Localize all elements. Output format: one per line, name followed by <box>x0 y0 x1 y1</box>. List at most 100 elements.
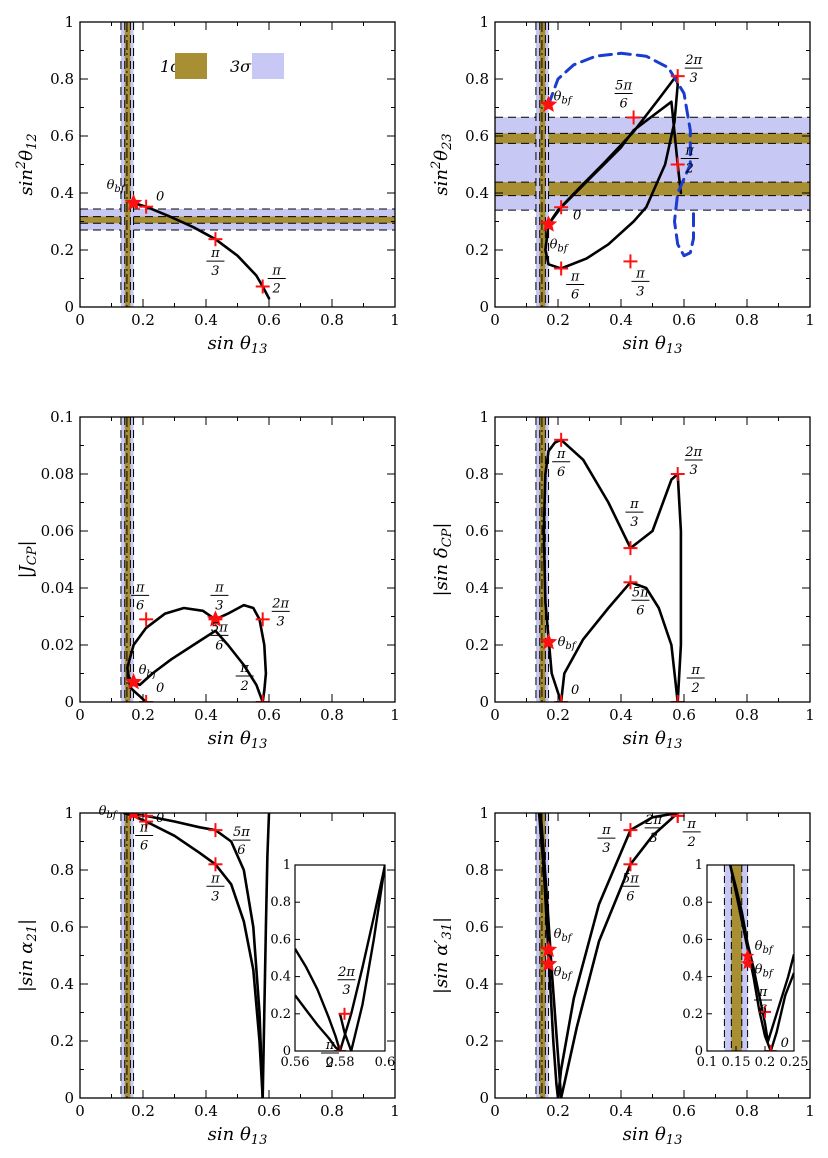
inset-x-tick-label: 0.56 <box>281 1055 310 1070</box>
x-tick-label: 0.4 <box>609 311 633 329</box>
annotation-label: 6 <box>215 638 223 653</box>
y-tick-label: 0.8 <box>465 70 489 88</box>
annotation-label: 3 <box>650 831 658 846</box>
annotation-label: 5π <box>615 78 632 93</box>
x-tick-label: 0.6 <box>257 706 281 724</box>
x-tick-label: 0.8 <box>320 1102 344 1120</box>
annotation-label: π <box>139 821 149 836</box>
annotation-label: 0 <box>573 208 581 223</box>
inset-curve <box>295 865 385 1051</box>
y-tick-label: 1 <box>479 804 489 822</box>
y-tick-label: 0 <box>64 298 74 316</box>
x-tick-label: 0 <box>75 1102 85 1120</box>
annotation-label: θbf <box>554 90 574 107</box>
x-tick-label: 0 <box>75 311 85 329</box>
inset-y-tick-label: 0 <box>283 1044 291 1059</box>
annotation-label: 6 <box>237 843 245 858</box>
y-axis-label: sin2θ12 <box>14 133 40 195</box>
annotation-label: 2π <box>644 813 662 828</box>
bestfit-star-marker <box>539 954 558 972</box>
x-tick-label: 1 <box>805 311 815 329</box>
y-tick-label: 0.6 <box>50 918 74 936</box>
x-axis-label: sin θ13 <box>623 1124 683 1148</box>
panel-p6: θbf θbf π 3 5π 6 2π 3 π 2 0 0.2 0.4 0.6 0.8 1 0 0.2 0.4 0.6… <box>431 804 815 1148</box>
inset-x-tick-label: 0.2 <box>755 1055 776 1070</box>
annotation-label: 3 <box>630 515 638 530</box>
x-axis-label: sin θ13 <box>208 333 268 357</box>
inset-y-tick-label: 1 <box>695 858 703 873</box>
bestfit-star-marker <box>539 940 558 958</box>
y-tick-label: 0.2 <box>50 241 74 259</box>
annotation-label: θbf <box>107 178 127 195</box>
annotation-label: θbf <box>99 804 119 821</box>
annotation-label: π <box>135 580 145 595</box>
annotation-label: 0 <box>156 681 164 696</box>
x-axis-label: sin θ13 <box>208 728 268 752</box>
y-tick-label: 0.02 <box>41 636 74 654</box>
annotation-label: 3 <box>211 889 219 904</box>
y-axis-label: |JCP| <box>16 540 40 578</box>
curve-loop <box>126 603 268 702</box>
annotation-label: 6 <box>571 288 579 303</box>
x-tick-label: 0.8 <box>320 311 344 329</box>
annotation-label: π <box>758 985 768 1000</box>
x-tick-label: 0.2 <box>131 311 155 329</box>
annotation-label: π <box>271 263 281 278</box>
y-tick-label: 0 <box>64 1089 74 1107</box>
bestfit-star-marker <box>124 672 143 690</box>
annotation-label: θbf <box>139 663 159 680</box>
annotation-label: π <box>325 1038 335 1053</box>
annotation-label: π <box>629 497 639 512</box>
y-tick-label: 0 <box>64 693 74 711</box>
annotation-label: 2 <box>691 681 700 696</box>
x-tick-label: 0.8 <box>735 311 759 329</box>
x-tick-label: 0.4 <box>194 311 218 329</box>
annotation-label: 3 <box>602 841 610 856</box>
x-tick-label: 0.8 <box>735 1102 759 1120</box>
plot-area <box>80 22 395 307</box>
inset-y-tick-label: 0.4 <box>270 970 291 985</box>
annotation-label: 6 <box>636 603 644 618</box>
x-tick-label: 0.4 <box>194 1102 218 1120</box>
annotation-label: θbf <box>550 237 570 254</box>
annotation-label: π <box>686 817 696 832</box>
y-tick-label: 0.1 <box>50 408 74 426</box>
annotation-label: π <box>556 447 566 462</box>
x-tick-label: 0.8 <box>320 706 344 724</box>
x-axis-label: sin θ13 <box>623 333 683 357</box>
annotation-label: 6 <box>759 1003 767 1018</box>
x-tick-label: 0 <box>490 1102 500 1120</box>
inset-y-tick-label: 1 <box>283 858 291 873</box>
inset-x-tick-label: 0.58 <box>326 1055 355 1070</box>
annotation-label: θbf <box>755 963 775 980</box>
annotation-label: π <box>210 871 220 886</box>
x-tick-label: 0.2 <box>131 1102 155 1120</box>
x-tick-label: 0.6 <box>672 706 696 724</box>
inset-p5: π 2 2π 3 0.56 0.58 0.6 0 0.2 0.4 0.6 0.8 1 <box>270 858 395 1071</box>
legend-swatch-one-sigma <box>175 53 207 79</box>
annotation-label: θbf <box>558 635 578 652</box>
annotation-label: 2 <box>240 679 249 694</box>
annotation-label: 3 <box>636 284 644 299</box>
y-tick-label: 0.8 <box>50 70 74 88</box>
curve-solid-loop <box>544 74 683 270</box>
one-sigma-band-theta13 <box>539 417 546 702</box>
x-tick-label: 0 <box>490 706 500 724</box>
inset-x-tick-label: 0.25 <box>780 1055 809 1070</box>
annotation-label: π <box>214 580 224 595</box>
y-tick-label: 0.6 <box>465 127 489 145</box>
annotation-label: 2 <box>272 281 281 296</box>
y-tick-label: 0.08 <box>41 465 74 483</box>
x-tick-label: 0.6 <box>257 311 281 329</box>
annotation-label: 2π <box>684 53 702 68</box>
inset-y-tick-label: 0.8 <box>270 895 291 910</box>
plot-area <box>120 417 270 702</box>
x-tick-label: 0.4 <box>609 706 633 724</box>
one-sigma-band-s12 <box>80 216 395 224</box>
plot-area <box>535 813 685 1098</box>
